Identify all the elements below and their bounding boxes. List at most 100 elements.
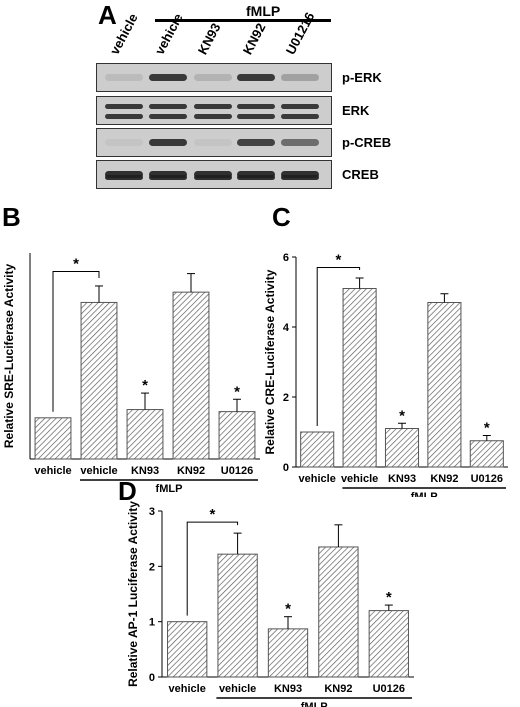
y-tick-label: 2 bbox=[283, 392, 289, 404]
panel-a-letter: A bbox=[98, 0, 117, 30]
panel-b-letter: B bbox=[2, 202, 21, 232]
blot-band bbox=[194, 74, 232, 81]
blot-band bbox=[281, 114, 319, 119]
significance-star: * bbox=[285, 601, 291, 618]
group-label: fMLP bbox=[156, 483, 183, 495]
bracket-star: * bbox=[209, 506, 215, 523]
significance-star: * bbox=[142, 377, 148, 394]
bar bbox=[126, 409, 164, 460]
blot-band bbox=[194, 104, 232, 109]
blot-band bbox=[105, 74, 143, 81]
blot-label: p-ERK bbox=[342, 70, 382, 85]
bar bbox=[80, 301, 118, 460]
blot-band bbox=[149, 175, 187, 180]
blot-band bbox=[149, 114, 187, 119]
y-tick-label: 3 bbox=[149, 506, 155, 518]
chart-cre: 0 2 4 6 Relative CRE-Luciferase Activity vehi… bbox=[263, 252, 508, 497]
bar bbox=[368, 610, 409, 678]
bar bbox=[342, 288, 377, 468]
bar bbox=[267, 628, 309, 678]
x-tick-label: KN93 bbox=[131, 465, 159, 477]
panel-d-letter: D bbox=[118, 476, 137, 506]
x-tick-label: KN92 bbox=[430, 473, 458, 485]
lane-label: KN92 bbox=[239, 20, 269, 57]
bar bbox=[34, 417, 72, 460]
bracket-star: * bbox=[73, 256, 79, 273]
chart-ap1: 0 1 2 3 Relative AP-1 Luciferase Activity veh… bbox=[126, 501, 414, 707]
blot-band bbox=[237, 171, 275, 178]
x-tick-label: vehicle bbox=[219, 683, 256, 695]
blot-band bbox=[237, 104, 275, 109]
blot-band bbox=[237, 74, 275, 81]
x-tick-label: U0126 bbox=[221, 465, 253, 477]
x-tick-label: U0126 bbox=[373, 683, 405, 695]
blot-band bbox=[149, 104, 187, 109]
panel-a-group-line bbox=[155, 19, 331, 22]
y-axis-label: Relative CRE-Luciferase Activity bbox=[263, 269, 277, 454]
x-tick-label: KN93 bbox=[274, 683, 302, 695]
blot-band bbox=[149, 74, 187, 81]
blot-erk bbox=[96, 96, 332, 125]
x-tick-label: vehicle bbox=[169, 683, 206, 695]
y-tick-label: 6 bbox=[283, 252, 289, 264]
x-tick-label: U0126 bbox=[471, 473, 503, 485]
blot-band bbox=[281, 104, 319, 109]
blot-label: CREB bbox=[342, 167, 379, 182]
bracket-star: * bbox=[335, 252, 341, 269]
significance-star: * bbox=[386, 589, 392, 606]
significance-bracket bbox=[52, 271, 100, 412]
y-axis-label: Relative SRE-Luciferase Activity bbox=[2, 264, 16, 449]
significance-bracket bbox=[186, 521, 239, 616]
blot-band bbox=[281, 139, 319, 146]
bar bbox=[172, 291, 210, 460]
blot-band bbox=[281, 175, 319, 180]
y-axis-label: Relative AP-1 Luciferase Activity bbox=[126, 501, 140, 687]
lane-label: KN93 bbox=[194, 20, 224, 57]
blot-creb bbox=[96, 160, 332, 189]
blot-band bbox=[194, 175, 232, 180]
blot-band bbox=[194, 139, 232, 146]
blot-band bbox=[237, 175, 275, 180]
y-tick-label: 1 bbox=[149, 617, 155, 629]
bar bbox=[318, 546, 359, 678]
y-tick-label: 2 bbox=[149, 561, 155, 573]
lane-label: vehicle bbox=[151, 11, 186, 58]
bar bbox=[218, 411, 256, 460]
blot-label: p-CREB bbox=[342, 135, 392, 150]
y-tick-label: 4 bbox=[283, 322, 290, 334]
significance-star: * bbox=[484, 420, 490, 437]
blot-band bbox=[149, 139, 187, 146]
x-tick-label: KN92 bbox=[324, 683, 352, 695]
x-tick-label: vehicle bbox=[34, 465, 71, 477]
blot-band bbox=[105, 104, 143, 109]
x-tick-label: vehicle bbox=[80, 465, 117, 477]
bar bbox=[217, 553, 258, 678]
x-tick-label: KN93 bbox=[388, 473, 416, 485]
blot-band bbox=[237, 114, 275, 119]
significance-star: * bbox=[399, 407, 405, 424]
bar bbox=[300, 431, 335, 468]
blot-band bbox=[105, 175, 143, 180]
blot-band bbox=[281, 171, 319, 178]
y-tick-label: 0 bbox=[283, 462, 289, 474]
blot-p-erk bbox=[96, 63, 332, 92]
blot-label: ERK bbox=[342, 103, 370, 118]
blot-band bbox=[149, 171, 187, 178]
group-label: fMLP bbox=[301, 701, 328, 707]
blot-band bbox=[105, 139, 143, 146]
bar bbox=[384, 428, 420, 468]
x-tick-label: vehicle bbox=[341, 473, 378, 485]
bar bbox=[427, 302, 462, 468]
blot-band bbox=[105, 171, 143, 178]
blot-band bbox=[194, 171, 232, 178]
blot-band bbox=[237, 139, 275, 146]
x-tick-label: vehicle bbox=[299, 473, 336, 485]
panel-a-group-label: fMLP bbox=[246, 3, 281, 19]
panel-c-letter: C bbox=[272, 202, 291, 232]
bar bbox=[167, 621, 208, 678]
chart-sre: Relative SRE-Luciferase Activity vehicle v… bbox=[2, 253, 260, 495]
blot-band bbox=[194, 114, 232, 119]
blot-p-creb bbox=[96, 128, 332, 157]
blot-band bbox=[105, 114, 143, 119]
bar bbox=[469, 440, 504, 468]
